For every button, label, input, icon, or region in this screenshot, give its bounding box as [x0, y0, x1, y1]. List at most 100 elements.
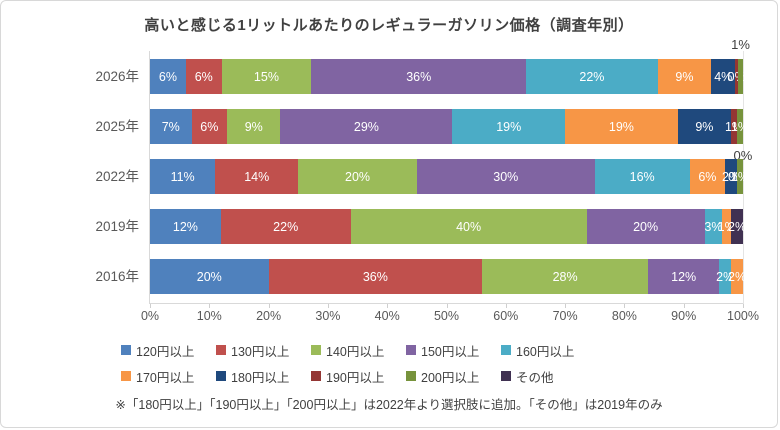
bar-segment: 36% — [268, 259, 483, 294]
legend-swatch-icon — [501, 371, 511, 381]
legend-item: 120円以上 — [121, 337, 216, 363]
legend-swatch-icon — [501, 345, 511, 355]
legend-item: 180円以上 — [216, 363, 311, 389]
bar-segment: 36% — [311, 59, 527, 94]
bar-segment: 6% — [689, 159, 726, 194]
legend-item: 200円以上 — [406, 363, 501, 389]
bar-row: 2019年 12% 22% 40% 20% 3% 1% 2% — [1, 209, 780, 244]
category-label: 2022年 — [95, 169, 139, 184]
bar-segment: 2% — [716, 259, 735, 294]
data-label: 40% — [456, 219, 482, 234]
data-label: 2% — [727, 219, 747, 234]
x-axis-tick-label: 90% — [671, 309, 697, 323]
bar-row: 2016年 20% 36% 28% 12% 2% 2% — [1, 259, 780, 294]
data-label: 6% — [698, 169, 717, 184]
stacked-bar: 20% 36% 28% 12% 2% 2% — [150, 259, 746, 294]
data-label: 36% — [362, 269, 388, 284]
x-axis-tick-label: 30% — [315, 309, 341, 323]
data-label: 14% — [244, 169, 270, 184]
legend-label: 130円以上 — [231, 344, 290, 359]
bar-segment: 14% — [215, 159, 299, 194]
x-axis-tick-mark — [387, 304, 389, 308]
bar-segment: 30% — [416, 159, 595, 194]
data-label: 22% — [579, 69, 605, 84]
data-label: 12% — [671, 269, 697, 284]
x-axis-tick-label: 70% — [552, 309, 578, 323]
data-label: 11% — [170, 169, 195, 184]
bar-segment: 4% — [711, 59, 736, 94]
legend-swatch-icon — [121, 345, 131, 355]
x-axis-tick-label: 40% — [374, 309, 400, 323]
legend-label: 140円以上 — [326, 344, 385, 359]
data-label: 9% — [695, 119, 714, 134]
bar-segment: 1% — [731, 159, 749, 194]
data-label: 2% — [716, 269, 735, 284]
data-label: 6% — [194, 69, 213, 84]
x-axis-tick-label: 80% — [611, 309, 637, 323]
x-axis-tick-mark — [743, 304, 744, 308]
x-axis-tick-mark — [446, 304, 448, 308]
data-label: 1% — [730, 169, 750, 184]
legend-label: 180円以上 — [231, 370, 290, 385]
bar-segment: 19% — [452, 109, 566, 144]
bar-segment: 2% — [722, 159, 740, 194]
data-label: 36% — [406, 69, 432, 84]
data-label: 1% — [730, 119, 749, 134]
data-label: 19% — [496, 119, 522, 134]
data-label: 19% — [608, 119, 634, 134]
legend-swatch-icon — [406, 371, 416, 381]
legend-swatch-icon — [406, 345, 416, 355]
bar-segment: 6% — [150, 59, 186, 94]
x-axis-tick-label: 20% — [256, 309, 282, 323]
x-axis-tick-mark — [565, 304, 567, 308]
legend-swatch-icon — [121, 371, 131, 381]
data-label: 6% — [200, 119, 219, 134]
x-axis-tick-label: 0% — [140, 309, 160, 323]
data-label: 7% — [161, 119, 180, 134]
bar-row: 2026年 6% 6% 15% 36% 22% 9% 4% 0% 1% — [1, 37, 780, 94]
data-label: 15% — [253, 69, 279, 84]
bar-segment: 20% — [150, 259, 269, 294]
legend: 120円以上 130円以上 140円以上 150円以上 160円以上 170円以上 180円… — [121, 337, 596, 389]
data-label: 30% — [493, 169, 519, 184]
data-label: 9% — [244, 119, 263, 134]
x-axis-tick-label: 100% — [727, 309, 759, 323]
stacked-bar: 12% 22% 40% 20% 3% 1% 2% — [150, 209, 747, 244]
data-label: 16% — [629, 169, 655, 184]
stacked-bar: 7% 6% 9% 29% 19% 19% 9% 1% 1% 0% — [150, 109, 752, 163]
bar-segment: 11% — [150, 159, 216, 194]
bar-segment: 16% — [594, 159, 690, 194]
bar-segment: 6% — [191, 109, 228, 144]
plot-right-border — [743, 51, 744, 304]
outside-data-label: 1% — [731, 37, 750, 52]
data-label: 20% — [633, 219, 659, 234]
bar-segment: 19% — [565, 109, 678, 144]
bar-segment: 2% — [728, 259, 746, 294]
category-label: 2019年 — [95, 219, 139, 234]
legend-label: 160円以上 — [516, 344, 575, 359]
legend-swatch-icon — [216, 371, 226, 381]
bar-segment: 9% — [677, 109, 732, 144]
x-axis-tick-label: 10% — [196, 309, 222, 323]
category-label: 2016年 — [95, 269, 139, 284]
bar-row: 2025年 7% 6% 9% 29% 19% 19% 9% 1% 1% 0% — [1, 109, 780, 163]
data-label: 4% — [714, 69, 733, 84]
bar-segment: 7% — [150, 109, 192, 144]
bar-segment: 6% — [185, 59, 222, 94]
bar-segment: 20% — [298, 159, 417, 194]
x-axis-tick-label: 50% — [433, 309, 460, 323]
bar-segment: 20% — [586, 209, 705, 244]
data-label: 3% — [704, 219, 723, 234]
bar-segment: 3% — [704, 209, 723, 244]
x-axis-tick-mark — [505, 304, 507, 308]
bar-segment: 9% — [657, 59, 712, 94]
y-axis-line — [149, 51, 150, 304]
legend-swatch-icon — [311, 345, 321, 355]
legend-swatch-icon — [311, 371, 321, 381]
x-axis-tick-mark — [268, 304, 270, 308]
legend-label: 150円以上 — [421, 344, 480, 359]
data-label: 20% — [345, 169, 371, 184]
bar-segment: 22% — [220, 209, 351, 244]
